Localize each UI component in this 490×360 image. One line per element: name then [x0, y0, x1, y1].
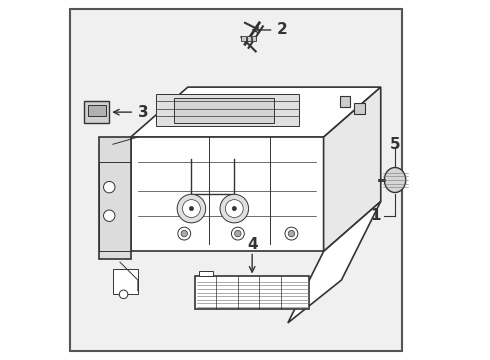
Text: 1: 1: [370, 208, 381, 223]
Bar: [247, 36, 251, 41]
Text: 2: 2: [277, 22, 288, 37]
Circle shape: [266, 294, 274, 302]
Bar: [354, 103, 365, 114]
Circle shape: [220, 194, 248, 223]
Bar: [242, 36, 245, 41]
Polygon shape: [156, 94, 298, 126]
Circle shape: [231, 227, 245, 240]
Ellipse shape: [384, 167, 406, 193]
Bar: [195, 276, 309, 309]
Polygon shape: [113, 269, 138, 294]
Bar: [88, 105, 106, 116]
Text: 5: 5: [390, 137, 400, 152]
Polygon shape: [288, 202, 381, 323]
Polygon shape: [173, 98, 273, 123]
Circle shape: [288, 230, 294, 237]
Bar: [340, 96, 350, 107]
Polygon shape: [323, 87, 381, 251]
Polygon shape: [131, 137, 323, 251]
Circle shape: [285, 227, 298, 240]
Circle shape: [178, 227, 191, 240]
Bar: [198, 271, 213, 276]
Circle shape: [189, 206, 194, 211]
Circle shape: [119, 290, 128, 298]
Circle shape: [182, 200, 200, 217]
Circle shape: [225, 200, 243, 217]
Polygon shape: [131, 87, 381, 137]
Circle shape: [103, 181, 115, 193]
Text: 4: 4: [247, 237, 257, 252]
Text: 3: 3: [138, 105, 148, 120]
Circle shape: [232, 206, 237, 211]
Circle shape: [235, 230, 241, 237]
Bar: [84, 102, 109, 123]
Circle shape: [103, 210, 115, 221]
Circle shape: [177, 194, 206, 223]
Bar: [252, 36, 256, 41]
Circle shape: [181, 230, 188, 237]
Polygon shape: [98, 137, 131, 258]
